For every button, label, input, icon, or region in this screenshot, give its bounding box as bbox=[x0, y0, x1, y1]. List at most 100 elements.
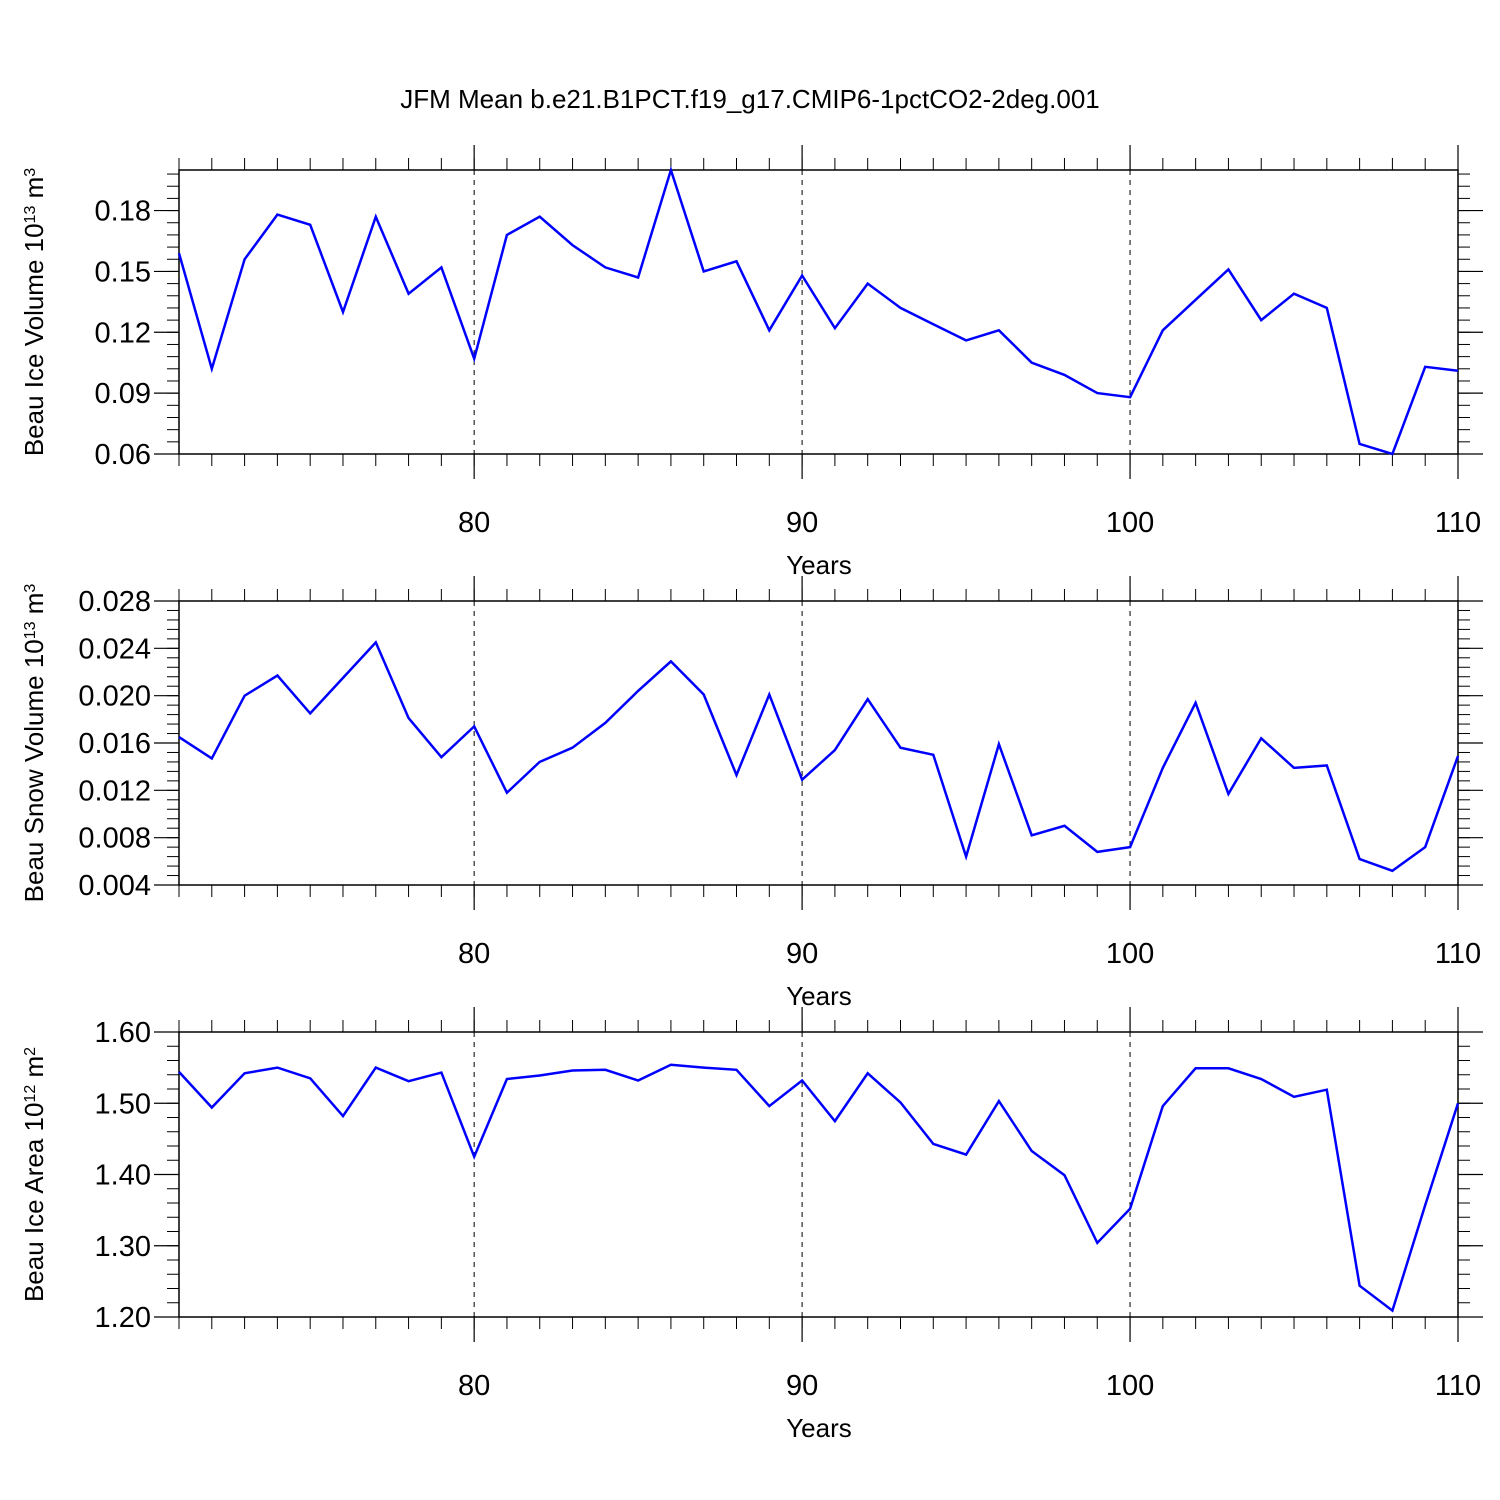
panel-1-data-point-96 bbox=[997, 328, 1001, 332]
panel-3-y-tick-label-1.50: 1.50 bbox=[95, 1088, 151, 1120]
panel-2-y-tick-label-0.024: 0.024 bbox=[78, 633, 151, 665]
panel-2-plot-frame bbox=[178, 600, 1459, 886]
panel-1-data-point-83 bbox=[571, 243, 575, 247]
panel-1-data-point-77 bbox=[374, 215, 378, 219]
panel-3-y-axis-label-ylabel-unit_exp: 2 bbox=[22, 1047, 39, 1056]
panel-2-data-point-80 bbox=[472, 724, 476, 728]
panel-3-x-tick-label-110: 110 bbox=[1435, 1370, 1481, 1402]
panel-2-data-point-86 bbox=[669, 659, 673, 663]
panel-2-x-axis-label: Years bbox=[786, 981, 852, 1011]
panel-2-data-point-101 bbox=[1161, 766, 1165, 770]
panel-2-x-tick-label-110: 110 bbox=[1435, 938, 1481, 970]
panel-3-y-axis-label-ylabel: Beau Ice Area 10 bbox=[19, 1103, 49, 1302]
panel-2-x-tick-label-100: 100 bbox=[1106, 938, 1154, 970]
panel-3-data-point-90 bbox=[800, 1078, 804, 1082]
panel-2-data-point-91 bbox=[833, 748, 837, 752]
panel-3-data-point-86 bbox=[669, 1063, 673, 1067]
panel-3-y-axis-label-ylabel-exp: 12 bbox=[22, 1085, 39, 1103]
panel-1-x-tick-label-100: 100 bbox=[1106, 507, 1154, 539]
panel-1-data-point-71 bbox=[177, 251, 181, 255]
panel-1-data-point-72 bbox=[210, 367, 214, 371]
panel-3-data-point-78 bbox=[407, 1079, 411, 1083]
panel-1-data-point-103 bbox=[1226, 267, 1230, 271]
panel-3-data-point-92 bbox=[866, 1071, 870, 1075]
panel-3-data-point-110 bbox=[1456, 1101, 1460, 1105]
panel-3-y-tick-label-1.40: 1.40 bbox=[95, 1160, 151, 1192]
panel-3-data-point-84 bbox=[603, 1068, 607, 1072]
panel-1-data-point-92 bbox=[866, 282, 870, 286]
panel-2-data-point-75 bbox=[308, 711, 312, 715]
panel-2-y-axis-label-ylabel-exp: 13 bbox=[22, 621, 39, 639]
panel-1-y-tick-label-0.15: 0.15 bbox=[95, 256, 151, 288]
panel-1-data-point-78 bbox=[407, 292, 411, 296]
panel-1-data-point-98 bbox=[1062, 373, 1066, 377]
panel-2-data-point-94 bbox=[931, 753, 935, 757]
panel-1-data-point-94 bbox=[931, 322, 935, 326]
panel-1-data-point-93 bbox=[898, 306, 902, 310]
panel-2-data-point-79 bbox=[439, 755, 443, 759]
panel-1-y-axis-label: Beau Ice Volume 1013 m3 bbox=[19, 168, 49, 456]
panel-2-data-point-78 bbox=[407, 716, 411, 720]
panel-3-data-point-93 bbox=[898, 1101, 902, 1105]
panel-2-data-point-103 bbox=[1226, 792, 1230, 796]
panel-1-y-tick-label-0.09: 0.09 bbox=[95, 378, 151, 410]
panel-2-data-point-99 bbox=[1095, 850, 1099, 854]
panel-3-data-point-107 bbox=[1358, 1284, 1362, 1288]
panel-2-y-tick-label-0.004: 0.004 bbox=[78, 870, 151, 902]
panel-3-x-tick-label-80: 80 bbox=[458, 1370, 490, 1402]
panel-1-x-tick-label-110: 110 bbox=[1435, 507, 1481, 539]
panels: 80 90 100 110 0.06 0.09 0.12 0.15 0.18 Years Beau … bbox=[19, 145, 1483, 1443]
panel-3-data-point-104 bbox=[1259, 1077, 1263, 1081]
panel-2-data-point-92 bbox=[866, 697, 870, 701]
panel-1-y-axis-label-ylabel-exp: 13 bbox=[22, 206, 39, 224]
panel-3-y-tick-label-1.30: 1.30 bbox=[95, 1231, 151, 1263]
panel-2-data-point-102 bbox=[1194, 701, 1198, 705]
panel-3-data-point-101 bbox=[1161, 1104, 1165, 1108]
panel-3-data-point-96 bbox=[997, 1099, 1001, 1103]
panel-3-data-point-81 bbox=[505, 1077, 509, 1081]
panel-2-data-point-71 bbox=[177, 735, 181, 739]
panel-2-x-tick-label-80: 80 bbox=[458, 938, 490, 970]
panel-3-data-point-77 bbox=[374, 1066, 378, 1070]
panel-2: 80 90 100 110 0.004 0.008 0.012 0.016 0.020 0.024… bbox=[19, 576, 1483, 1011]
panel-3-data-point-109 bbox=[1423, 1203, 1427, 1207]
panel-1-data-point-75 bbox=[308, 223, 312, 227]
panel-3-series-line bbox=[178, 1063, 1460, 1313]
panel-2-data-point-100 bbox=[1128, 845, 1132, 849]
panel-3-data-point-97 bbox=[1030, 1149, 1034, 1153]
panel-3-data-point-94 bbox=[931, 1142, 935, 1146]
panel-2-data-point-108 bbox=[1390, 869, 1394, 873]
panel-3-data-point-75 bbox=[308, 1076, 312, 1080]
panel-1-data-point-79 bbox=[439, 265, 443, 269]
panel-2-data-point-72 bbox=[210, 756, 214, 760]
panel-2-data-point-88 bbox=[735, 773, 739, 777]
panel-2-y-tick-label-0.008: 0.008 bbox=[78, 823, 151, 855]
panel-3-data-point-103 bbox=[1226, 1066, 1230, 1070]
panel-3-x-tick-label-100: 100 bbox=[1106, 1370, 1154, 1402]
panel-3-plot-frame bbox=[178, 1031, 1459, 1318]
panel-2-data-point-73 bbox=[243, 694, 247, 698]
panel-3-y-axis-label-ylabel-unit: m bbox=[19, 1056, 49, 1085]
panel-3-data-point-82 bbox=[538, 1073, 542, 1077]
panel-2-data-point-85 bbox=[636, 689, 640, 693]
panel-1-data-point-101 bbox=[1161, 328, 1165, 332]
panel-1-data-point-88 bbox=[735, 259, 739, 263]
panel-3-y-tick-label-1.20: 1.20 bbox=[95, 1302, 151, 1334]
panel-3-data-point-98 bbox=[1062, 1173, 1066, 1177]
panel-1-series-line bbox=[177, 165, 1459, 456]
panel-2-y-tick-label-0.016: 0.016 bbox=[78, 728, 151, 760]
panel-2-y-tick-label-0.028: 0.028 bbox=[78, 586, 151, 618]
panel-2-series-line bbox=[178, 640, 1460, 873]
panel-2-data-point-106 bbox=[1325, 763, 1329, 767]
panel-1-y-tick-label-0.12: 0.12 bbox=[95, 317, 151, 349]
panel-1: 80 90 100 110 0.06 0.09 0.12 0.15 0.18 Years Beau … bbox=[19, 145, 1483, 580]
panel-3-data-point-108 bbox=[1390, 1309, 1394, 1313]
panel-1-data-point-105 bbox=[1292, 292, 1296, 296]
panel-1-data-point-80 bbox=[472, 357, 476, 361]
panel-2-y-axis-label: Beau Snow Volume 1013 m3 bbox=[19, 584, 49, 903]
panel-2-data-point-89 bbox=[767, 692, 771, 696]
panel-1-x-tick-label-90: 90 bbox=[786, 507, 818, 539]
panel-1-data-point-87 bbox=[702, 269, 706, 273]
panel-2-data-point-82 bbox=[538, 760, 542, 764]
